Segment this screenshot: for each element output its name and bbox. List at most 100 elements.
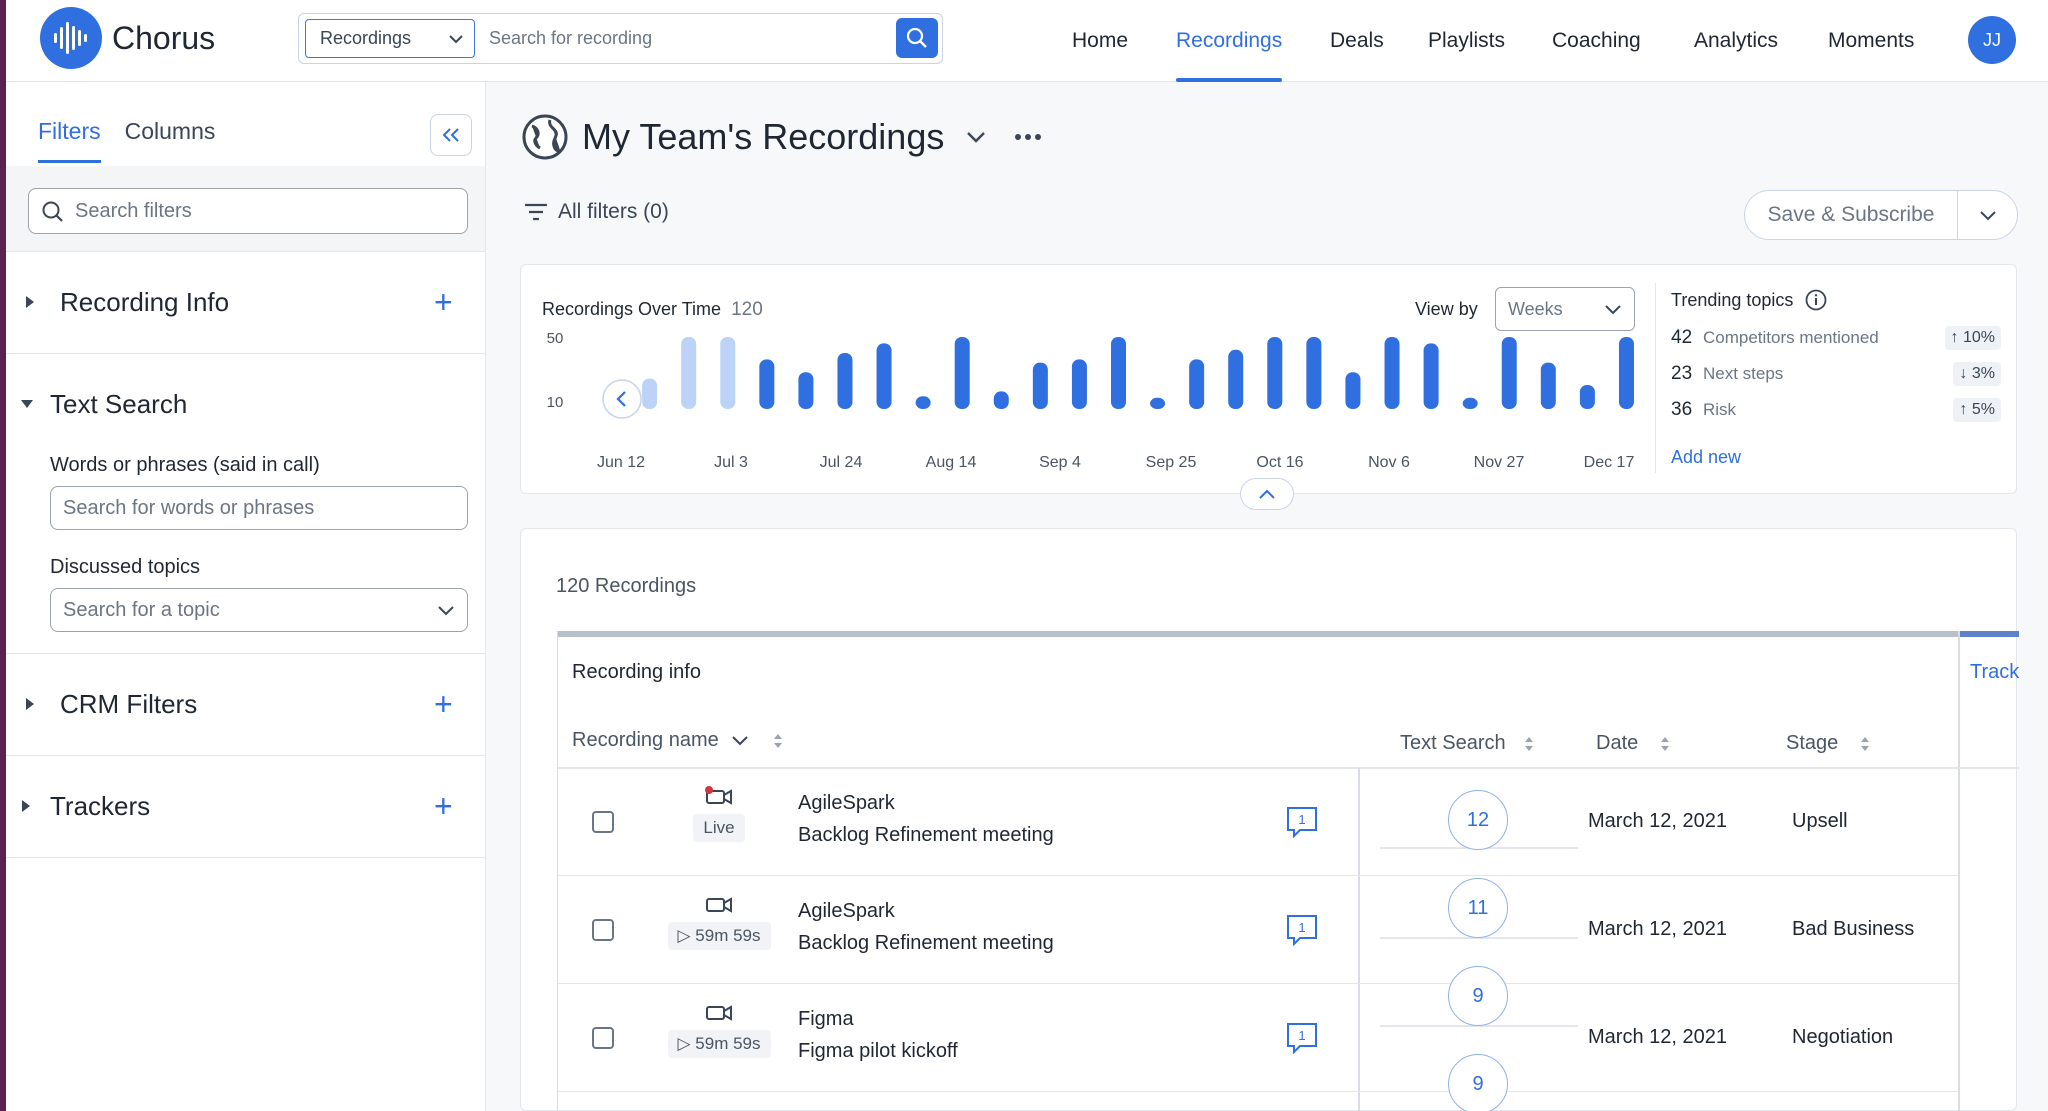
text-search-hit-count[interactable]: 9 [1448, 966, 1508, 1026]
nav-home[interactable]: Home [1072, 29, 1129, 52]
view-by-select[interactable]: Weeks [1495, 287, 1635, 331]
group-header-trackers[interactable]: Track [1970, 661, 2020, 683]
chart-bar[interactable] [1111, 337, 1126, 409]
trending-topic-row[interactable]: 23 Next steps ↓ 3% [1671, 359, 2001, 389]
recording-media[interactable]: ▷ 59m 59s [662, 894, 776, 950]
recording-title[interactable]: Backlog Refinement meeting [798, 932, 1054, 954]
column-header-recording-name[interactable]: Recording name [572, 729, 783, 752]
arrow-up-icon: ↑ [1959, 401, 1972, 418]
chart-bar[interactable] [681, 337, 697, 409]
chart-bar[interactable] [837, 353, 853, 409]
chart-bar[interactable] [720, 337, 736, 409]
trending-topic-row[interactable]: 36 Risk ↑ 5% [1671, 395, 2001, 425]
save-subscribe-label: Save & Subscribe [1767, 203, 1935, 226]
chart-bar[interactable] [1306, 337, 1322, 409]
collapse-sidebar-button[interactable] [430, 114, 472, 156]
recording-account[interactable]: Figma [798, 1008, 854, 1030]
words-phrases-input[interactable]: Search for words or phrases [50, 486, 468, 530]
chart-bar[interactable] [915, 396, 931, 409]
column-header-date[interactable]: Date [1596, 732, 1670, 755]
x-tick-label: Oct 16 [1256, 454, 1303, 471]
more-options-icon[interactable] [1014, 133, 1042, 141]
recording-search-input[interactable] [489, 28, 889, 49]
recording-account[interactable]: AgileSpark [798, 792, 895, 814]
text-search-hit-count[interactable]: 11 [1448, 878, 1508, 938]
nav-moments[interactable]: Moments [1828, 29, 1915, 52]
recording-media[interactable]: ▷ 59m 59s [662, 1002, 776, 1058]
globe-icon [522, 114, 568, 160]
chevron-down-icon[interactable] [966, 131, 986, 143]
chart-bar[interactable] [1423, 343, 1439, 409]
recording-title[interactable]: Backlog Refinement meeting [798, 824, 1054, 846]
tab-filters[interactable]: Filters [38, 118, 101, 163]
chart-bar[interactable] [1384, 337, 1400, 409]
text-search-hit-count[interactable]: 9 [1448, 1054, 1508, 1111]
chart-bar[interactable] [954, 337, 970, 409]
trending-topic-change: ↑ 5% [1953, 398, 2001, 422]
recording-media[interactable]: Live [662, 786, 776, 842]
chart-prev-button[interactable] [602, 379, 642, 419]
search-scope-select[interactable]: Recordings [305, 19, 475, 58]
recording-account[interactable]: AgileSpark [798, 900, 895, 922]
tab-columns[interactable]: Columns [124, 118, 216, 144]
chart-bar[interactable] [1228, 349, 1244, 409]
section-crm-filters-toggle[interactable]: CRM Filters [24, 684, 197, 724]
trending-topic-row[interactable]: 42 Competitors mentioned ↑ 10% [1671, 323, 2001, 353]
chart-bar[interactable] [642, 378, 658, 409]
chart-bar[interactable] [1071, 359, 1087, 409]
chorus-logo[interactable]: Chorus [40, 7, 215, 69]
chart-bar[interactable] [876, 343, 892, 409]
text-search-hit-count[interactable]: 12 [1448, 790, 1508, 850]
add-recording-info-filter-button[interactable]: + [434, 284, 453, 320]
table-row[interactable]: ▷ 59m 59s Figma Figma pilot kickoff 1 Ma… [558, 984, 1958, 1092]
add-tracker-filter-button[interactable]: + [434, 788, 453, 824]
nav-coaching[interactable]: Coaching [1552, 29, 1641, 52]
caret-down-icon [21, 400, 33, 408]
search-button[interactable] [896, 18, 938, 58]
chart-bar[interactable] [1501, 337, 1517, 409]
chart-bar[interactable] [1150, 397, 1166, 409]
chart-bar[interactable] [1579, 385, 1595, 409]
row-checkbox[interactable] [592, 919, 614, 941]
chart-bar[interactable] [1540, 362, 1556, 409]
column-header-text-search[interactable]: Text Search [1400, 732, 1534, 755]
chart-bar[interactable] [1462, 397, 1478, 409]
add-new-topic-link[interactable]: Add new [1671, 447, 1742, 467]
chart-bar[interactable] [1345, 372, 1361, 409]
nav-recordings[interactable]: Recordings [1176, 0, 1283, 82]
user-avatar[interactable]: JJ [1968, 16, 2016, 64]
discussed-topics-select[interactable]: Search for a topic [50, 588, 468, 632]
comments-badge[interactable]: 1 [1286, 1022, 1318, 1059]
section-trackers-toggle[interactable]: Trackers [20, 786, 150, 826]
nav-deals[interactable]: Deals [1330, 29, 1384, 52]
section-text-search-toggle[interactable]: Text Search [20, 384, 187, 424]
chart-bar[interactable] [1032, 362, 1048, 409]
table-row[interactable]: Live AgileSpark Backlog Refinement meeti… [558, 768, 1958, 876]
all-filters-button[interactable]: All filters (0) [524, 200, 669, 224]
chart-bar[interactable] [798, 372, 814, 409]
filter-search-input[interactable]: Search filters [28, 188, 468, 234]
table-row[interactable]: ▷ 59m 59s AgileSpark Backlog Refinement … [558, 876, 1958, 984]
comments-badge[interactable]: 1 [1286, 914, 1318, 951]
collapse-chart-button[interactable] [1240, 478, 1294, 510]
row-checkbox[interactable] [592, 811, 614, 833]
save-subscribe-button[interactable]: Save & Subscribe [1744, 190, 2018, 240]
add-crm-filter-button[interactable]: + [434, 686, 453, 722]
nav-playlists[interactable]: Playlists [1428, 29, 1506, 52]
chart-bar[interactable] [759, 359, 775, 409]
section-recording-info-toggle[interactable]: Recording Info [24, 282, 229, 322]
chart-bar[interactable] [993, 391, 1009, 409]
user-initials: JJ [1983, 29, 2001, 50]
column-header-stage[interactable]: Stage [1786, 732, 1870, 755]
info-icon[interactable] [1805, 289, 1827, 311]
save-subscribe-dropdown[interactable] [1957, 191, 2017, 239]
nav-analytics[interactable]: Analytics [1694, 29, 1779, 52]
chart-bar[interactable] [1267, 337, 1283, 409]
comments-badge[interactable]: 1 [1286, 806, 1318, 843]
page-header: My Team's Recordings [522, 114, 1042, 160]
recording-title[interactable]: Figma pilot kickoff [798, 1040, 958, 1062]
chart-bar[interactable] [1189, 359, 1205, 409]
chart-bar[interactable] [1618, 337, 1634, 409]
row-checkbox[interactable] [592, 1027, 614, 1049]
recordings-bar-chart: 50 10 Jun 12 Jul 3 Jul 24 Aug 14 Sep 4 Sep 25 Oc… [547, 330, 1635, 471]
